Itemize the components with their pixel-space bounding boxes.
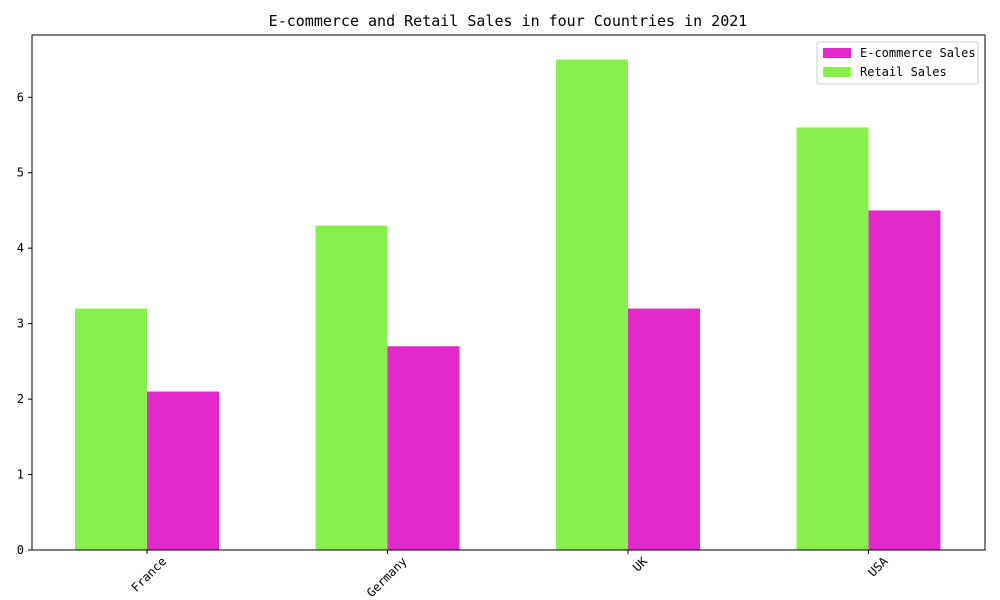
plot-area-frame — [31, 34, 986, 551]
y-tick-label: 6 — [17, 90, 24, 104]
y-tick-label: 4 — [17, 241, 24, 255]
x-axis: France Germany UK USA — [129, 550, 891, 600]
legend-label-e-commerce-sales: E-commerce Sales — [860, 46, 976, 60]
legend: E-commerce Sales Retail Sales — [816, 41, 979, 85]
legend-box — [816, 41, 979, 85]
x-tick-label-uk: UK — [630, 554, 651, 575]
chart-title: E-commerce and Retail Sales in four Coun… — [269, 12, 748, 30]
legend-label-retail-sales: Retail Sales — [860, 65, 947, 79]
bar-e-commerce-sales-uk — [628, 308, 700, 550]
x-tick-label-germany: Germany — [364, 554, 410, 600]
y-tick-label: 0 — [17, 543, 24, 557]
y-tick-label: 2 — [17, 392, 24, 406]
x-tick-label-france: France — [129, 554, 170, 595]
bars-group — [75, 59, 941, 551]
bar-e-commerce-sales-germany — [387, 346, 460, 550]
y-axis: 0 1 2 3 4 5 6 — [17, 90, 32, 557]
bar-retail-sales-france — [75, 308, 147, 550]
bar-retail-sales-usa — [796, 127, 869, 550]
x-tick-label-usa: USA — [865, 554, 891, 580]
bar-retail-sales-germany — [315, 225, 388, 550]
bar-e-commerce-sales-france — [147, 391, 219, 550]
y-tick-label: 5 — [17, 166, 24, 180]
bar-e-commerce-sales-usa — [868, 210, 941, 550]
bar-retail-sales-uk — [556, 59, 628, 551]
legend-swatch-e-commerce-sales — [823, 48, 851, 58]
y-tick-label: 3 — [17, 317, 24, 331]
legend-swatch-retail-sales — [823, 67, 851, 77]
y-tick-label: 1 — [17, 468, 24, 482]
